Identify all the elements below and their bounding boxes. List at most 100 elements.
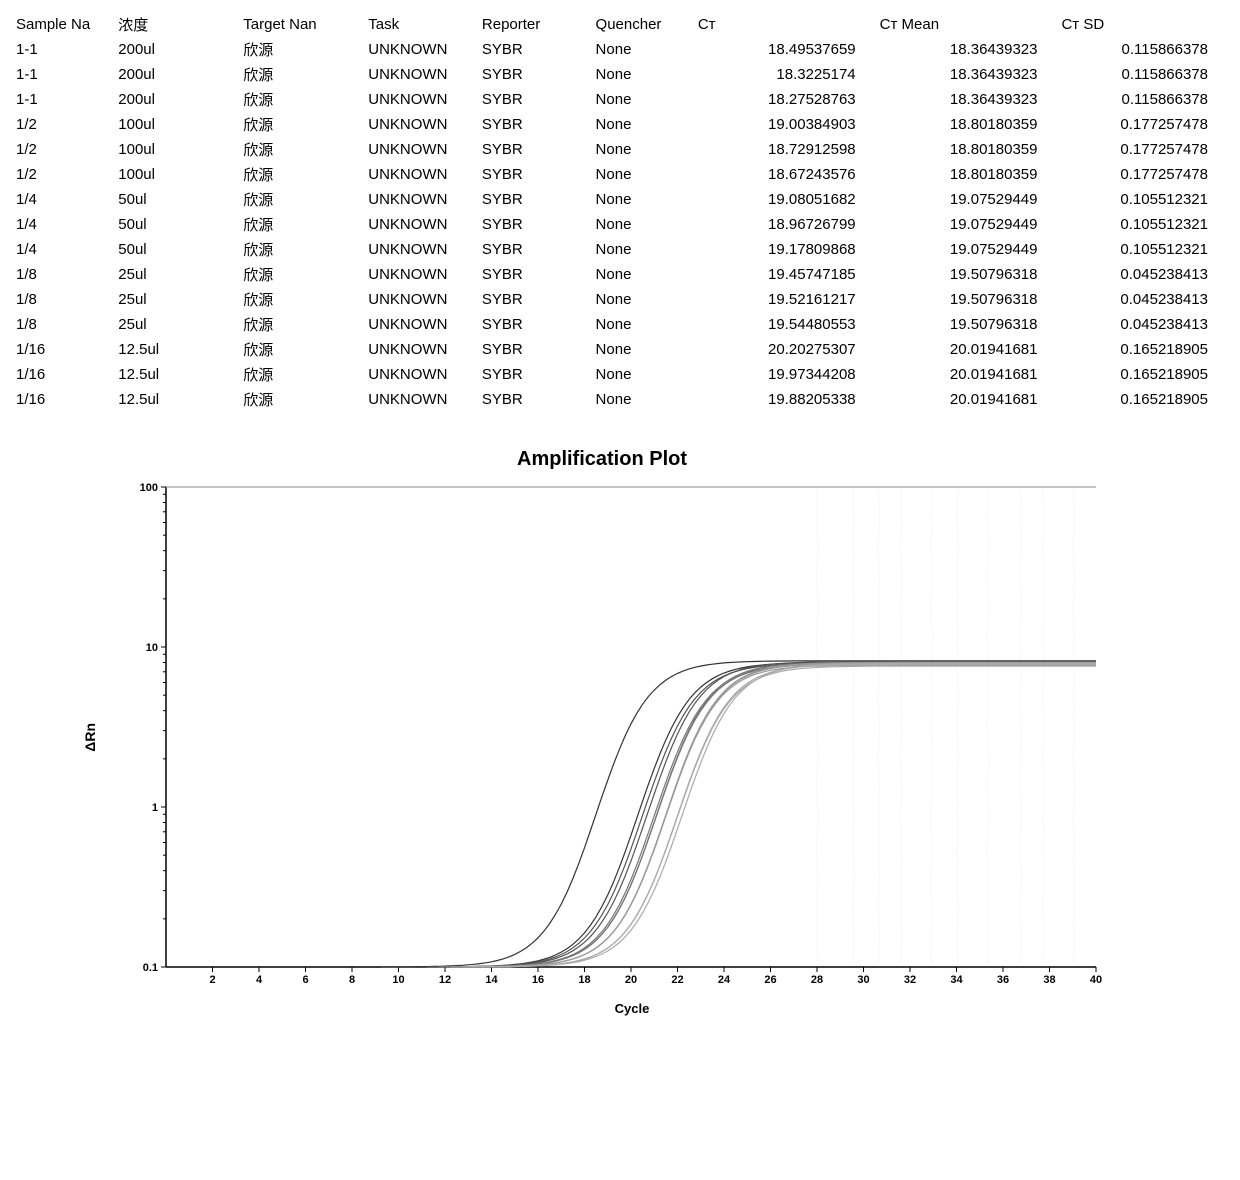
table-cell: 1/2 xyxy=(12,162,114,187)
table-cell: None xyxy=(592,87,694,112)
svg-text:14: 14 xyxy=(485,974,498,986)
table-row: 1/825ul欣源UNKNOWNSYBRNone19.5448055319.50… xyxy=(12,312,1228,337)
svg-text:30: 30 xyxy=(857,974,869,986)
table-cell: 200ul xyxy=(114,37,239,62)
svg-text:2: 2 xyxy=(209,974,215,986)
table-cell: SYBR xyxy=(478,187,592,212)
table-cell: SYBR xyxy=(478,387,592,412)
table-cell: 欣源 xyxy=(239,387,364,412)
table-cell: None xyxy=(592,37,694,62)
table-cell: 20.20275307 xyxy=(694,337,876,362)
svg-text:22: 22 xyxy=(671,974,683,986)
table-cell: 1/8 xyxy=(12,312,114,337)
table-cell: 1/2 xyxy=(12,112,114,137)
table-cell: 50ul xyxy=(114,187,239,212)
table-cell: 欣源 xyxy=(239,237,364,262)
table-cell: SYBR xyxy=(478,362,592,387)
table-cell: 欣源 xyxy=(239,337,364,362)
table-cell: 100ul xyxy=(114,112,239,137)
table-cell: 20.01941681 xyxy=(876,337,1058,362)
table-cell: 19.07529449 xyxy=(876,187,1058,212)
table-cell: UNKNOWN xyxy=(364,162,478,187)
svg-text:18: 18 xyxy=(578,974,590,986)
table-cell: 50ul xyxy=(114,212,239,237)
table-col-header: Reporter xyxy=(478,12,592,37)
table-cell: 0.045238413 xyxy=(1057,312,1228,337)
table-cell: 欣源 xyxy=(239,362,364,387)
table-cell: 0.115866378 xyxy=(1057,37,1228,62)
table-cell: SYBR xyxy=(478,37,592,62)
table-cell: SYBR xyxy=(478,262,592,287)
table-cell: UNKNOWN xyxy=(364,387,478,412)
table-col-header: Cᴛ Mean xyxy=(876,12,1058,37)
table-cell: 200ul xyxy=(114,87,239,112)
table-col-header: Sample Na xyxy=(12,12,114,37)
table-cell: 12.5ul xyxy=(114,362,239,387)
table-cell: 1/4 xyxy=(12,237,114,262)
svg-text:24: 24 xyxy=(718,974,731,986)
table-cell: None xyxy=(592,187,694,212)
table-cell: UNKNOWN xyxy=(364,112,478,137)
table-cell: None xyxy=(592,162,694,187)
table-cell: 0.105512321 xyxy=(1057,212,1228,237)
table-cell: 18.67243576 xyxy=(694,162,876,187)
table-cell: 0.105512321 xyxy=(1057,237,1228,262)
svg-text:12: 12 xyxy=(439,974,451,986)
table-cell: 19.97344208 xyxy=(694,362,876,387)
table-cell: 25ul xyxy=(114,287,239,312)
table-row: 1/450ul欣源UNKNOWNSYBRNone19.0805168219.07… xyxy=(12,187,1228,212)
table-cell: 19.54480553 xyxy=(694,312,876,337)
table-cell: 1/16 xyxy=(12,387,114,412)
table-cell: UNKNOWN xyxy=(364,362,478,387)
chart-title: Amplification Plot xyxy=(82,448,1122,471)
table-col-header: Quencher xyxy=(592,12,694,37)
table-cell: UNKNOWN xyxy=(364,312,478,337)
table-cell: UNKNOWN xyxy=(364,262,478,287)
table-cell: None xyxy=(592,337,694,362)
table-cell: 19.07529449 xyxy=(876,212,1058,237)
table-cell: 19.52161217 xyxy=(694,287,876,312)
table-cell: 欣源 xyxy=(239,162,364,187)
table-cell: 18.80180359 xyxy=(876,162,1058,187)
table-cell: 18.49537659 xyxy=(694,37,876,62)
table-cell: None xyxy=(592,112,694,137)
table-cell: 欣源 xyxy=(239,212,364,237)
table-cell: UNKNOWN xyxy=(364,337,478,362)
table-cell: 0.177257478 xyxy=(1057,112,1228,137)
table-cell: 欣源 xyxy=(239,37,364,62)
table-cell: 1/8 xyxy=(12,262,114,287)
table-cell: 18.3225174 xyxy=(694,62,876,87)
table-cell: 19.88205338 xyxy=(694,387,876,412)
table-cell: 12.5ul xyxy=(114,387,239,412)
table-row: 1/1612.5ul欣源UNKNOWNSYBRNone19.9734420820… xyxy=(12,362,1228,387)
table-col-header: Cᴛ xyxy=(694,12,876,37)
table-cell: 50ul xyxy=(114,237,239,262)
svg-text:34: 34 xyxy=(950,974,963,986)
ct-data-table: Sample Na浓度Target NanTaskReporterQuenche… xyxy=(12,12,1228,412)
table-cell: 欣源 xyxy=(239,87,364,112)
amplification-plot: Amplification Plot ΔRn 24681012141618202… xyxy=(82,448,1122,1016)
table-row: 1/450ul欣源UNKNOWNSYBRNone18.9672679919.07… xyxy=(12,212,1228,237)
svg-text:100: 100 xyxy=(140,482,158,494)
svg-text:10: 10 xyxy=(146,642,158,654)
table-header-row: Sample Na浓度Target NanTaskReporterQuenche… xyxy=(12,12,1228,37)
table-cell: SYBR xyxy=(478,312,592,337)
table-cell: 1/8 xyxy=(12,287,114,312)
table-cell: 200ul xyxy=(114,62,239,87)
table-cell: 0.165218905 xyxy=(1057,387,1228,412)
table-row: 1-1200ul欣源UNKNOWNSYBRNone18.4953765918.3… xyxy=(12,37,1228,62)
table-cell: 欣源 xyxy=(239,112,364,137)
svg-text:8: 8 xyxy=(349,974,355,986)
table-cell: 欣源 xyxy=(239,262,364,287)
table-cell: 19.08051682 xyxy=(694,187,876,212)
table-cell: SYBR xyxy=(478,212,592,237)
table-cell: 欣源 xyxy=(239,187,364,212)
table-cell: 欣源 xyxy=(239,287,364,312)
table-cell: UNKNOWN xyxy=(364,137,478,162)
table-cell: 1/4 xyxy=(12,212,114,237)
table-cell: 25ul xyxy=(114,312,239,337)
table-cell: 0.165218905 xyxy=(1057,337,1228,362)
table-row: 1/2100ul欣源UNKNOWNSYBRNone18.7291259818.8… xyxy=(12,137,1228,162)
table-row: 1-1200ul欣源UNKNOWNSYBRNone18.2752876318.3… xyxy=(12,87,1228,112)
table-cell: 0.177257478 xyxy=(1057,162,1228,187)
